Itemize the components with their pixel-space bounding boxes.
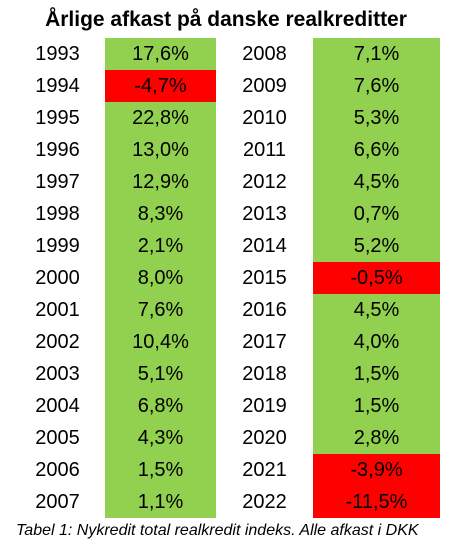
table-row: 2002 10,4% 2017 4,0% [10, 326, 440, 358]
table-row: 1998 8,3% 2013 0,7% [10, 198, 440, 230]
year-cell: 2009 [216, 70, 313, 102]
year-cell: 2006 [10, 454, 105, 486]
year-cell: 1993 [10, 38, 105, 70]
table-row: 2004 6,8% 2019 1,5% [10, 390, 440, 422]
year-cell: 2012 [216, 166, 313, 198]
year-cell: 1997 [10, 166, 105, 198]
return-cell: 6,8% [105, 390, 216, 422]
year-cell: 2004 [10, 390, 105, 422]
return-cell: 7,6% [313, 70, 440, 102]
return-cell: 10,4% [105, 326, 216, 358]
table-row: 2003 5,1% 2018 1,5% [10, 358, 440, 390]
return-cell: 4,0% [313, 326, 440, 358]
return-cell: 13,0% [105, 134, 216, 166]
return-cell: 2,8% [313, 422, 440, 454]
year-cell: 2002 [10, 326, 105, 358]
return-cell: -11,5% [313, 486, 440, 518]
return-cell: 22,8% [105, 102, 216, 134]
year-cell: 2018 [216, 358, 313, 390]
returns-table: 1993 17,6% 2008 7,1% 1994 -4,7% 2009 7,6% 1995 22… [10, 38, 440, 518]
year-cell: 2017 [216, 326, 313, 358]
return-cell: 1,1% [105, 486, 216, 518]
year-cell: 2015 [216, 262, 313, 294]
table-row: 2001 7,6% 2016 4,5% [10, 294, 440, 326]
return-cell: 1,5% [105, 454, 216, 486]
year-cell: 2001 [10, 294, 105, 326]
return-cell: 5,1% [105, 358, 216, 390]
return-cell: -4,7% [105, 70, 216, 102]
year-cell: 2019 [216, 390, 313, 422]
return-cell: 17,6% [105, 38, 216, 70]
year-cell: 2000 [10, 262, 105, 294]
return-cell: 4,5% [313, 294, 440, 326]
return-cell: 6,6% [313, 134, 440, 166]
year-cell: 2005 [10, 422, 105, 454]
return-cell: -3,9% [313, 454, 440, 486]
table-row: 2005 4,3% 2020 2,8% [10, 422, 440, 454]
table-caption: Tabel 1: Nykredit total realkredit indek… [16, 522, 419, 539]
year-cell: 1994 [10, 70, 105, 102]
table-row: 1996 13,0% 2011 6,6% [10, 134, 440, 166]
year-cell: 2021 [216, 454, 313, 486]
return-cell: 1,5% [313, 358, 440, 390]
year-cell: 2014 [216, 230, 313, 262]
table-row: 1997 12,9% 2012 4,5% [10, 166, 440, 198]
return-cell: 1,5% [313, 390, 440, 422]
table-row: 1994 -4,7% 2009 7,6% [10, 70, 440, 102]
return-cell: 8,0% [105, 262, 216, 294]
year-cell: 2008 [216, 38, 313, 70]
return-cell: 8,3% [105, 198, 216, 230]
year-cell: 2007 [10, 486, 105, 518]
year-cell: 2011 [216, 134, 313, 166]
return-cell: 4,5% [313, 166, 440, 198]
year-cell: 1995 [10, 102, 105, 134]
year-cell: 2013 [216, 198, 313, 230]
year-cell: 1998 [10, 198, 105, 230]
return-cell: 5,2% [313, 230, 440, 262]
return-cell: 0,7% [313, 198, 440, 230]
table-row: 2006 1,5% 2021 -3,9% [10, 454, 440, 486]
return-cell: 12,9% [105, 166, 216, 198]
table-row: 2000 8,0% 2015 -0,5% [10, 262, 440, 294]
year-cell: 2016 [216, 294, 313, 326]
return-cell: 7,1% [313, 38, 440, 70]
return-cell: 2,1% [105, 230, 216, 262]
return-cell: 7,6% [105, 294, 216, 326]
table-row: 1995 22,8% 2010 5,3% [10, 102, 440, 134]
year-cell: 1999 [10, 230, 105, 262]
table-title: Årlige afkast på danske realkreditter [45, 8, 407, 31]
year-cell: 2020 [216, 422, 313, 454]
table-row: 1993 17,6% 2008 7,1% [10, 38, 440, 70]
year-cell: 2003 [10, 358, 105, 390]
year-cell: 2010 [216, 102, 313, 134]
return-cell: 4,3% [105, 422, 216, 454]
year-cell: 2022 [216, 486, 313, 518]
table-row: 2007 1,1% 2022 -11,5% [10, 486, 440, 518]
return-cell: -0,5% [313, 262, 440, 294]
return-cell: 5,3% [313, 102, 440, 134]
year-cell: 1996 [10, 134, 105, 166]
table-row: 1999 2,1% 2014 5,2% [10, 230, 440, 262]
